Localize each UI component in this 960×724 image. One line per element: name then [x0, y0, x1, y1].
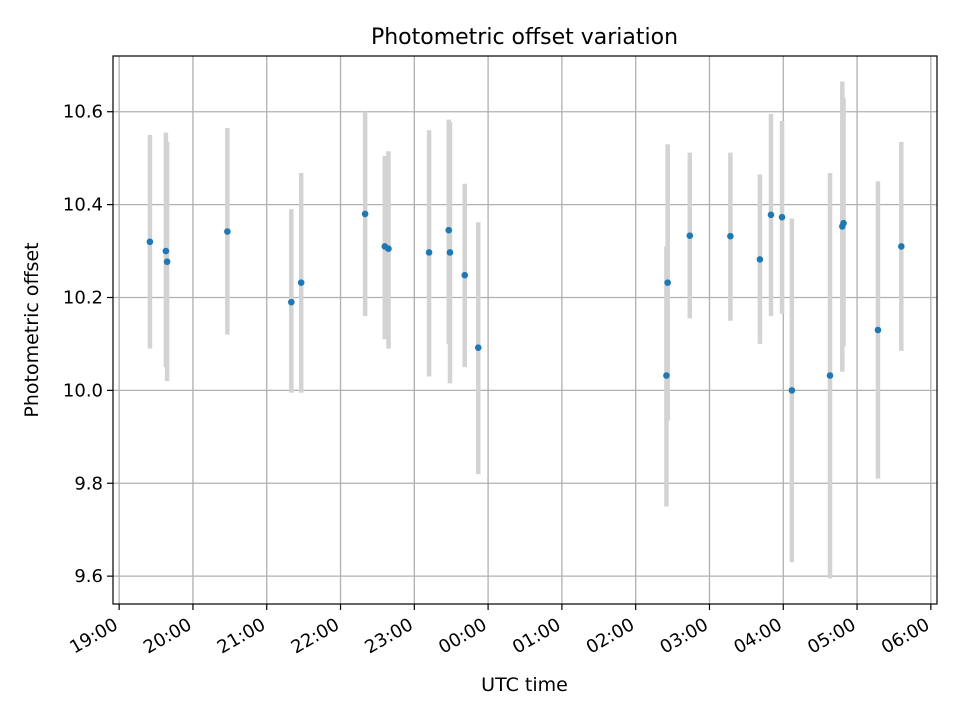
data-point	[767, 211, 775, 219]
y-tick-label: 10.4	[63, 195, 103, 216]
y-tick-label: 10.2	[63, 287, 103, 308]
data-point	[778, 213, 786, 221]
data-point	[727, 232, 734, 240]
y-tick-label: 9.8	[74, 473, 103, 494]
x-axis-label: UTC time	[481, 674, 568, 696]
chart-title: Photometric offset variation	[371, 25, 678, 50]
y-axis-label: Photometric offset	[21, 242, 43, 417]
data-point	[446, 249, 454, 256]
data-point	[162, 247, 170, 255]
y-tick-label: 10.0	[63, 380, 103, 401]
data-point	[663, 372, 670, 379]
data-point	[385, 245, 392, 253]
data-point	[361, 210, 369, 218]
data-point	[445, 226, 453, 234]
data-point	[664, 279, 671, 286]
data-point	[874, 326, 882, 334]
data-point	[474, 344, 482, 351]
data-point	[146, 238, 154, 246]
data-point	[461, 271, 469, 279]
data-point	[288, 298, 295, 306]
data-point	[788, 387, 796, 394]
data-point	[686, 232, 694, 240]
data-point	[756, 256, 764, 263]
data-point	[840, 219, 847, 227]
data-point	[898, 243, 905, 250]
point-layer	[146, 210, 905, 394]
y-tick-label: 9.6	[74, 566, 103, 587]
y-tick-label: 10.6	[63, 102, 103, 123]
data-point	[425, 249, 433, 256]
grid-layer	[113, 56, 937, 604]
plot-frame	[112, 55, 938, 605]
y-axis-ticks: 9.6 9.8 10.0 10.2 10.4 10.6	[63, 102, 113, 587]
data-point	[224, 228, 231, 235]
data-point	[826, 372, 834, 379]
data-point	[297, 279, 305, 286]
data-point	[163, 258, 171, 266]
